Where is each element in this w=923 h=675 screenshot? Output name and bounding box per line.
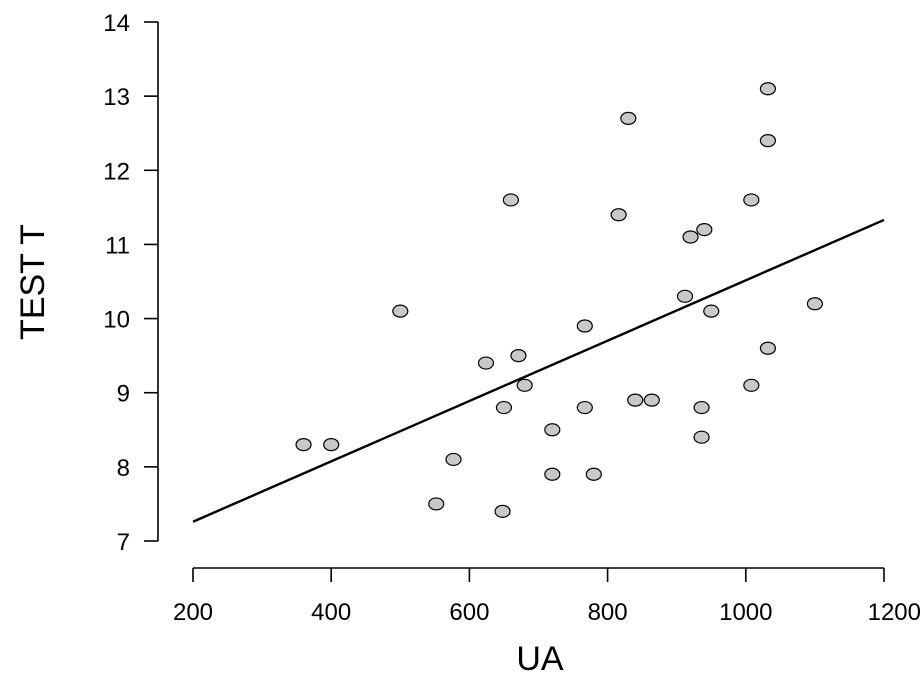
- data-point: [544, 423, 561, 437]
- y-tick-label: 14: [103, 10, 130, 37]
- data-point: [494, 504, 511, 518]
- data-point: [682, 230, 699, 244]
- y-tick-label: 11: [105, 232, 130, 259]
- data-point: [428, 497, 445, 511]
- data-point: [576, 319, 593, 333]
- regression-line: [192, 218, 885, 523]
- data-point: [295, 438, 312, 452]
- y-axis-title: TEST T: [14, 224, 52, 340]
- y-tick-label: 7: [117, 529, 130, 556]
- x-tick-label: 600: [449, 599, 489, 626]
- data-point: [585, 467, 602, 481]
- y-tick-label: 9: [117, 381, 130, 408]
- x-axis-title: UA: [516, 640, 564, 675]
- data-point: [759, 82, 777, 96]
- data-point: [743, 378, 760, 392]
- data-point: [676, 289, 694, 303]
- data-point: [445, 452, 462, 467]
- x-tick-label: 1200: [868, 599, 921, 626]
- data-point: [610, 208, 627, 222]
- y-tick-label: 12: [103, 158, 130, 185]
- data-point: [693, 400, 710, 415]
- data-point: [759, 134, 777, 148]
- data-point: [544, 467, 561, 481]
- x-axis: 200 400 600 800 1000 1200: [173, 567, 921, 626]
- x-tick-label: 1000: [719, 599, 772, 626]
- data-point: [392, 304, 409, 318]
- y-tick-label: 13: [103, 84, 130, 111]
- data-point: [516, 378, 533, 392]
- regression-line-layer: [192, 218, 885, 523]
- data-point: [510, 349, 527, 363]
- x-tick-label: 400: [311, 599, 351, 626]
- y-tick-label: 10: [103, 307, 130, 334]
- data-point: [743, 193, 760, 207]
- y-axis: 7 8 9 10 11 12 13 14: [103, 10, 159, 556]
- data-point: [696, 223, 713, 237]
- data-point: [495, 400, 513, 415]
- data-point: [627, 393, 644, 407]
- data-point: [643, 393, 660, 407]
- data-point: [703, 304, 720, 318]
- data-point: [323, 438, 340, 452]
- y-tick-label: 8: [117, 455, 130, 482]
- data-point: [620, 111, 637, 125]
- data-point: [502, 193, 519, 207]
- data-point: [693, 430, 710, 444]
- data-point: [806, 297, 824, 311]
- data-point: [477, 356, 495, 370]
- points-layer: [295, 82, 824, 518]
- x-tick-label: 200: [173, 599, 213, 626]
- x-tick-label: 800: [588, 599, 628, 626]
- data-point: [576, 400, 593, 415]
- data-point: [759, 341, 777, 355]
